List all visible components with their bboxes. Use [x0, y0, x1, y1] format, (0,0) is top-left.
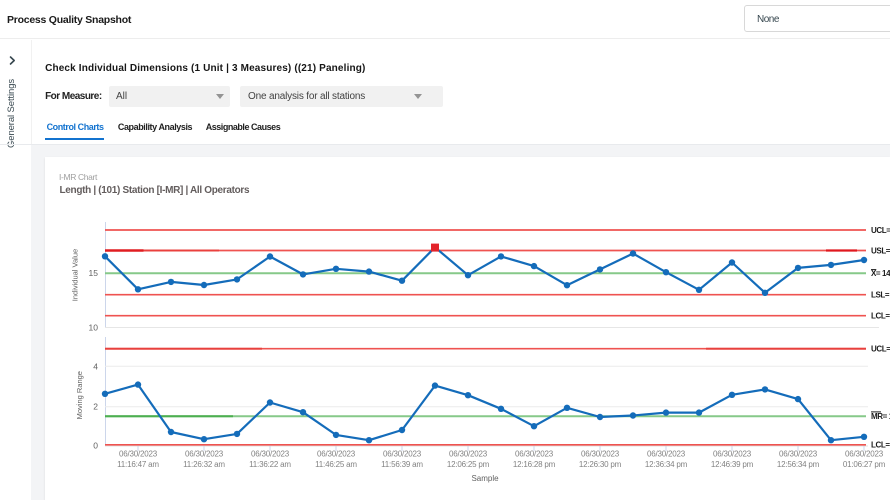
svg-text:11:26:32 am: 11:26:32 am — [183, 460, 225, 469]
svg-text:06/30/2023: 06/30/2023 — [779, 450, 818, 459]
svg-text:Sample: Sample — [471, 474, 499, 483]
svg-text:MR= 1: MR= 1 — [871, 412, 890, 421]
svg-text:06/30/2023: 06/30/2023 — [713, 450, 752, 459]
svg-text:UCL=: UCL= — [871, 345, 890, 354]
svg-text:12:56:34 pm: 12:56:34 pm — [777, 460, 820, 469]
svg-text:06/30/2023: 06/30/2023 — [251, 450, 290, 459]
svg-text:12:26:30 pm: 12:26:30 pm — [579, 460, 622, 469]
svg-text:06/30/2023: 06/30/2023 — [581, 450, 620, 459]
svg-text:12:36:34 pm: 12:36:34 pm — [645, 460, 688, 469]
svg-text:Individual Value: Individual Value — [71, 249, 80, 301]
svg-text:06/30/2023: 06/30/2023 — [383, 450, 422, 459]
svg-text:11:46:25 am: 11:46:25 am — [315, 460, 357, 469]
svg-text:11:16:47 am: 11:16:47 am — [117, 460, 159, 469]
svg-text:06/30/2023: 06/30/2023 — [449, 450, 488, 459]
svg-text:12:46:39 pm: 12:46:39 pm — [711, 460, 754, 469]
svg-text:12:16:28 pm: 12:16:28 pm — [513, 460, 556, 469]
svg-text:06/30/2023: 06/30/2023 — [845, 450, 884, 459]
svg-text:LCL=: LCL= — [871, 312, 890, 321]
svg-text:06/30/2023: 06/30/2023 — [119, 450, 158, 459]
svg-text:01:06:27 pm: 01:06:27 pm — [843, 460, 886, 469]
svg-text:X= 14: X= 14 — [871, 269, 890, 278]
svg-text:2: 2 — [93, 402, 98, 412]
svg-text:12:06:25 pm: 12:06:25 pm — [447, 460, 490, 469]
svg-text:15: 15 — [89, 268, 99, 278]
svg-text:06/30/2023: 06/30/2023 — [185, 450, 224, 459]
svg-text:LSL=: LSL= — [871, 291, 890, 300]
svg-text:UCL=: UCL= — [871, 226, 890, 235]
svg-text:Moving Range: Moving Range — [75, 371, 84, 419]
svg-text:4: 4 — [93, 361, 98, 371]
svg-text:06/30/2023: 06/30/2023 — [647, 450, 686, 459]
svg-text:LCL= 0: LCL= 0 — [871, 441, 890, 450]
svg-text:06/30/2023: 06/30/2023 — [317, 450, 356, 459]
svg-text:USL=: USL= — [871, 247, 890, 256]
svg-text:06/30/2023: 06/30/2023 — [515, 450, 554, 459]
svg-text:11:56:39 am: 11:56:39 am — [381, 460, 423, 469]
svg-text:11:36:22 am: 11:36:22 am — [249, 460, 291, 469]
svg-text:0: 0 — [93, 441, 98, 451]
svg-text:10: 10 — [89, 322, 99, 332]
